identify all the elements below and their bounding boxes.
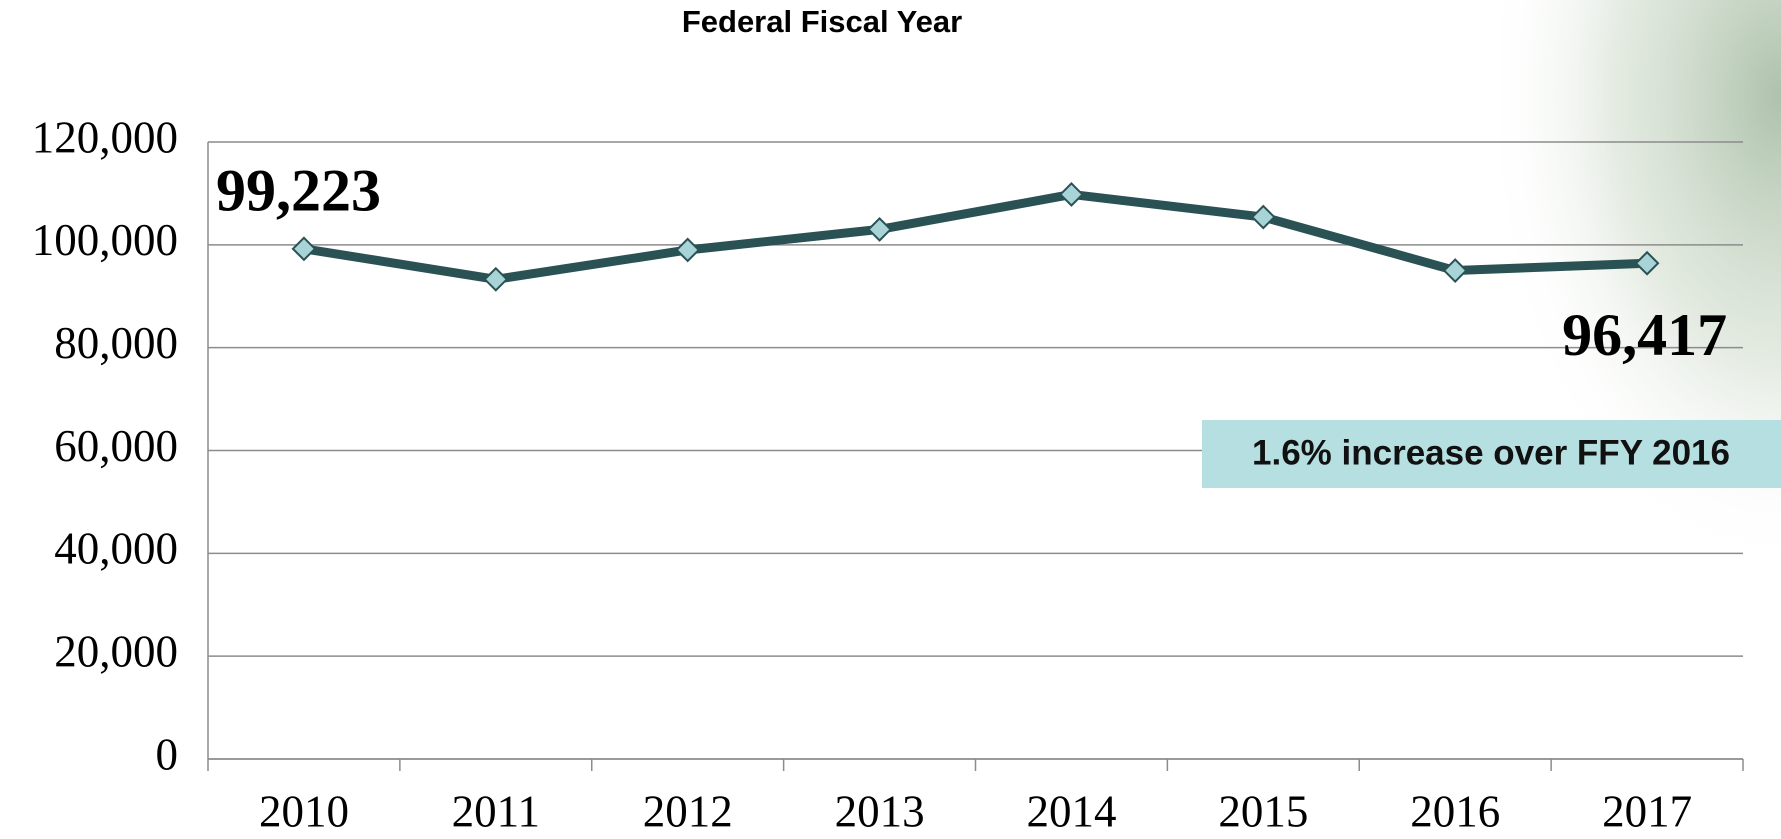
data-marker <box>1059 182 1084 207</box>
x-tick-label: 2013 <box>835 786 925 836</box>
x-tick-label: 2010 <box>259 786 349 836</box>
y-tick-label: 100,000 <box>32 215 178 265</box>
data-marker <box>867 216 892 242</box>
data-line <box>303 189 1648 284</box>
x-tick-label: 2011 <box>452 786 540 836</box>
background-image <box>1380 0 1781 640</box>
annotation: 1.6% increase over FFY 2016 <box>1252 433 1730 472</box>
data-marker <box>675 237 701 263</box>
data-marker <box>1442 258 1468 283</box>
y-tick-label: 80,000 <box>54 318 178 368</box>
x-tick-label: 2017 <box>1602 786 1692 836</box>
annotation-box <box>1202 420 1781 488</box>
chart-title: Federal Fiscal Year <box>682 4 962 39</box>
y-tick-label: 60,000 <box>54 421 178 471</box>
data-marker <box>1634 250 1660 276</box>
y-tick-label: 0 <box>156 729 179 779</box>
x-tick-label: 2012 <box>643 786 733 836</box>
data-marker <box>291 236 317 262</box>
data-label: 99,223 <box>216 158 381 224</box>
data-marker <box>483 266 509 292</box>
data-marker <box>1250 204 1276 230</box>
x-tick-label: 2014 <box>1026 786 1116 836</box>
y-tick-label: 120,000 <box>32 112 178 162</box>
y-tick-label: 40,000 <box>54 524 178 574</box>
y-tick-label: 20,000 <box>54 626 178 676</box>
x-tick-label: 2015 <box>1218 786 1308 836</box>
x-tick-label: 2016 <box>1410 786 1500 836</box>
data-label: 96,417 <box>1562 302 1727 368</box>
